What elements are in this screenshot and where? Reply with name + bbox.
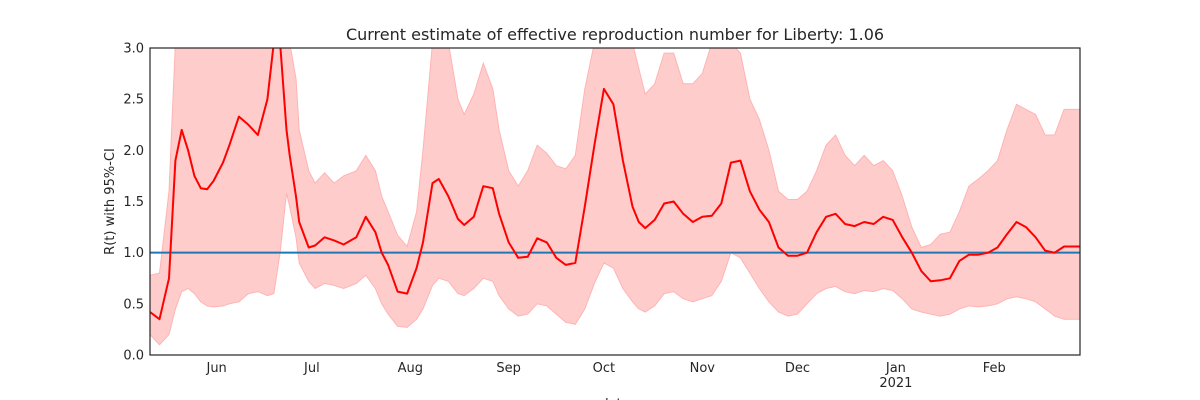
plot-area xyxy=(150,48,1080,346)
x-tick-label: Feb xyxy=(983,361,1006,376)
x-tick-label: Sep xyxy=(496,361,521,376)
y-axis-ticks: 0.0 0.5 1.0 1.5 2.0 2.5 3.0 xyxy=(123,42,144,364)
y-tick-label: 1.5 xyxy=(123,195,144,210)
confidence-interval-band xyxy=(150,48,1080,346)
x-tick-label: Oct xyxy=(593,361,615,376)
y-tick-label: 0.5 xyxy=(123,297,144,312)
y-tick-label: 1.0 xyxy=(123,246,144,261)
x-tick-label: Jan xyxy=(885,361,906,376)
plot-frame xyxy=(149,47,1081,356)
x-tick-label: Nov xyxy=(690,361,716,376)
y-axis-label: R(t) with 95%-CI xyxy=(103,148,118,255)
rt-estimate-line xyxy=(150,48,1080,321)
y-tick-label: 0.0 xyxy=(123,349,144,364)
x-axis-label: date xyxy=(600,397,629,400)
x-tick-label: Aug xyxy=(398,361,423,376)
y-tick-label: 3.0 xyxy=(123,42,144,57)
y-tick-label: 2.0 xyxy=(123,144,144,159)
x-tick-label: Jul xyxy=(303,361,320,376)
chart-title: Current estimate of effective reproducti… xyxy=(346,25,884,44)
y-tick-label: 2.5 xyxy=(123,93,144,108)
x-tick-year-label: 2021 xyxy=(879,376,912,391)
x-tick-label: Dec xyxy=(785,361,810,376)
x-tick-label: Jun xyxy=(205,361,226,376)
